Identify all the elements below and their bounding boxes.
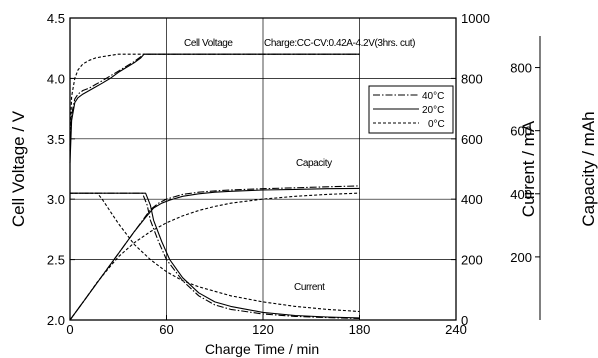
annotation-cell-voltage: Cell Voltage [184, 38, 233, 49]
voltage-line-0c [69, 53, 360, 145]
legend-label-20c: 20°C [422, 105, 444, 116]
capacity-line-40c [69, 185, 360, 321]
voltage-tick-label: 3.5 [47, 132, 65, 147]
series-lines [69, 53, 360, 321]
capacity-tick-label: 800 [510, 61, 532, 76]
capacity-line-0c [69, 192, 360, 321]
x-tick-label: 60 [159, 322, 173, 337]
x-tick-label: 0 [66, 322, 73, 337]
x-tick-label: 180 [349, 322, 371, 337]
x-tick-label: 240 [445, 322, 467, 337]
capacity-tick-label: 600 [510, 124, 532, 139]
current-line-20c [70, 192, 360, 319]
annotation-capacity: Capacity [296, 158, 332, 169]
voltage-line-40c [69, 53, 360, 151]
current-tick-label: 600 [461, 132, 483, 147]
annotation-current: Current [294, 282, 325, 293]
y-axis-label-voltage: Cell Voltage / V [9, 110, 28, 227]
current-line-40c [70, 192, 360, 320]
legend-label-40c: 40°C [422, 91, 444, 102]
legend-label-0c: 0°C [428, 119, 445, 130]
axis-ticks: 0 60 120 180 240 2.0 2.5 3.0 3.5 4.0 4.5 0 200 400 600… [47, 11, 541, 337]
voltage-line-20c [69, 53, 360, 164]
voltage-tick-label: 2.0 [47, 313, 65, 328]
current-tick-label: 0 [461, 313, 468, 328]
annotation-charge-condition: Charge:CC-CV:0.42A-4.2V(3hrs. cut) [264, 38, 415, 49]
capacity-tick-label: 400 [510, 187, 532, 202]
current-tick-label: 400 [461, 192, 483, 207]
voltage-tick-label: 4.0 [47, 71, 65, 86]
capacity-line-20c [69, 187, 360, 321]
current-tick-label: 800 [461, 71, 483, 86]
capacity-tick-label: 200 [510, 250, 532, 265]
y-axis-label-current: Current / mA [519, 120, 538, 217]
voltage-tick-label: 3.0 [47, 192, 65, 207]
current-tick-label: 1000 [461, 11, 490, 26]
voltage-tick-label: 4.5 [47, 11, 65, 26]
current-line-0c [70, 192, 360, 313]
grid-lines [70, 18, 456, 320]
x-tick-label: 120 [252, 322, 274, 337]
current-tick-label: 200 [461, 253, 483, 268]
y-axis-label-capacity: Capacity / mAh [579, 111, 598, 226]
legend: 40°C 20°C 0°C [368, 85, 454, 134]
x-axis-label: Charge Time / min [205, 341, 319, 357]
voltage-tick-label: 2.5 [47, 253, 65, 268]
